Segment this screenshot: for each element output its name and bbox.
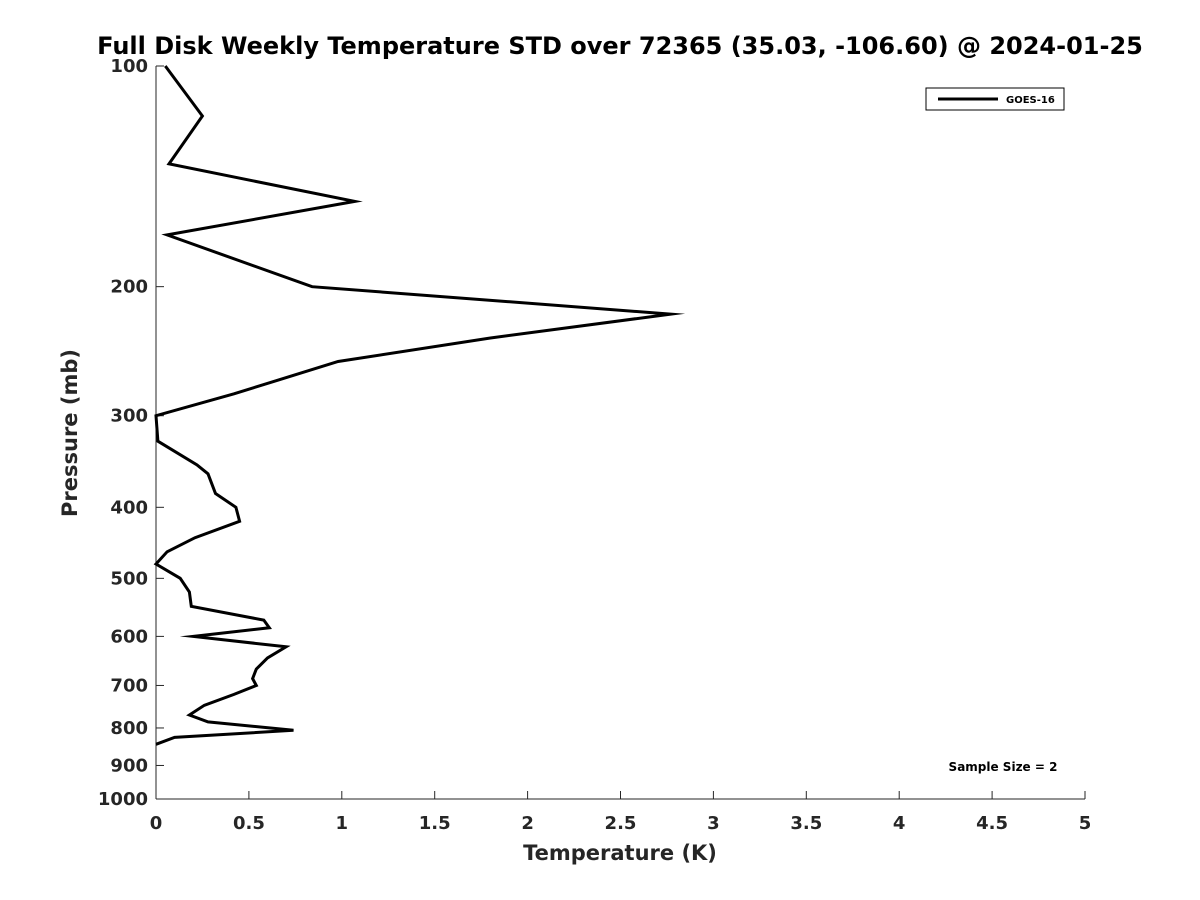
- x-tick-label: 0.5: [233, 813, 265, 834]
- y-tick-label: 600: [110, 626, 148, 647]
- x-tick-label: 5: [1079, 813, 1092, 834]
- y-tick-label: 700: [110, 675, 148, 696]
- series-layer: [153, 65, 686, 746]
- x-tick-label: 3: [707, 813, 720, 834]
- x-tick-label: 1.5: [419, 813, 451, 834]
- y-tick-label: 800: [110, 718, 148, 739]
- y-tick-label: 500: [110, 568, 148, 589]
- x-tick-label: 1: [336, 813, 349, 834]
- x-axis-label: Temperature (K): [523, 841, 717, 865]
- sample-size-annotation: Sample Size = 2: [949, 760, 1058, 774]
- y-tick-label: 100: [110, 56, 148, 77]
- y-tick-label: 400: [110, 497, 148, 518]
- y-tick-label: 1000: [98, 789, 148, 810]
- y-tick-label: 900: [110, 755, 148, 776]
- x-tick-label: 3.5: [790, 813, 822, 834]
- x-tick-label: 4: [893, 813, 906, 834]
- y-axis-label: Pressure (mb): [58, 349, 82, 517]
- chart-title: Full Disk Weekly Temperature STD over 72…: [97, 32, 1143, 60]
- x-tick-label: 2: [521, 813, 534, 834]
- legend-label: GOES-16: [1006, 95, 1055, 106]
- x-tick-label: 2.5: [605, 813, 637, 834]
- series-line-goes-16: [153, 65, 686, 746]
- x-tick-label: 0: [150, 813, 163, 834]
- plot-area: [156, 66, 1085, 799]
- axes: 0 0.5 1 1.5 2 2.5 3 3.5 4 4.5 5 100 200 300 400 500 600 7…: [98, 56, 1091, 834]
- legend: GOES-16: [925, 87, 1065, 111]
- y-tick-label: 300: [110, 406, 148, 427]
- x-tick-label: 4.5: [976, 813, 1008, 834]
- y-tick-label: 200: [110, 277, 148, 298]
